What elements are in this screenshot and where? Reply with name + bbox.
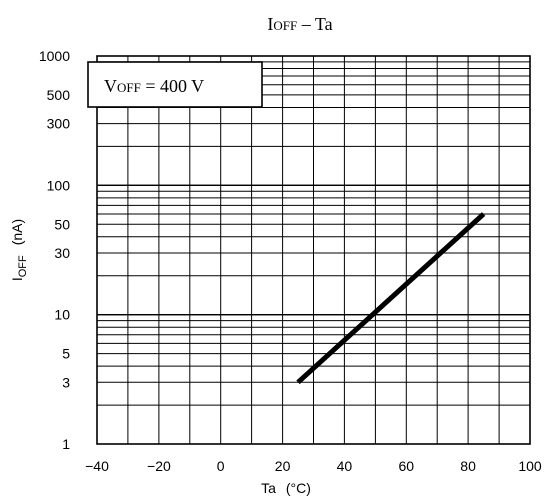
x-tick-label: 80 [460,458,476,474]
annotation-text: VOFF = 400 V [104,76,204,96]
chart-title: IOFF – Ta [267,14,332,34]
plot-border [96,55,531,445]
x-tick-label: −20 [147,458,171,474]
y-tick-label: 100 [47,177,71,193]
y-tick-label: 50 [54,216,70,232]
series-layer [296,212,486,385]
y-tick-label: 5 [62,346,70,362]
y-tick-label: 300 [47,116,71,132]
x-tick-label: 20 [275,458,291,474]
grid [97,56,530,444]
x-tick-label: 0 [217,458,225,474]
x-tick-label: 40 [337,458,353,474]
y-tick-label: 500 [47,87,71,103]
x-tick-label: 100 [518,458,542,474]
x-tick-labels: −40 −20 0 20 40 60 80 100 [85,458,542,474]
annotation-frame [87,61,263,108]
y-tick-label: 10 [54,307,70,323]
y-axis-label: IOFF(nA) [9,219,29,281]
y-tick-label: 1000 [39,48,70,64]
x-axis-label: Ta (°C) [261,480,311,496]
annotation-box: VOFF = 400 V [87,61,263,108]
series-line [296,212,486,385]
y-tick-label: 30 [54,245,70,261]
x-tick-label: −40 [85,458,109,474]
y-tick-label: 3 [62,374,70,390]
y-tick-label: 1 [62,436,70,452]
y-tick-labels: 1 3 5 10 30 50 100 300 500 1000 [39,48,70,452]
x-tick-label: 60 [399,458,415,474]
